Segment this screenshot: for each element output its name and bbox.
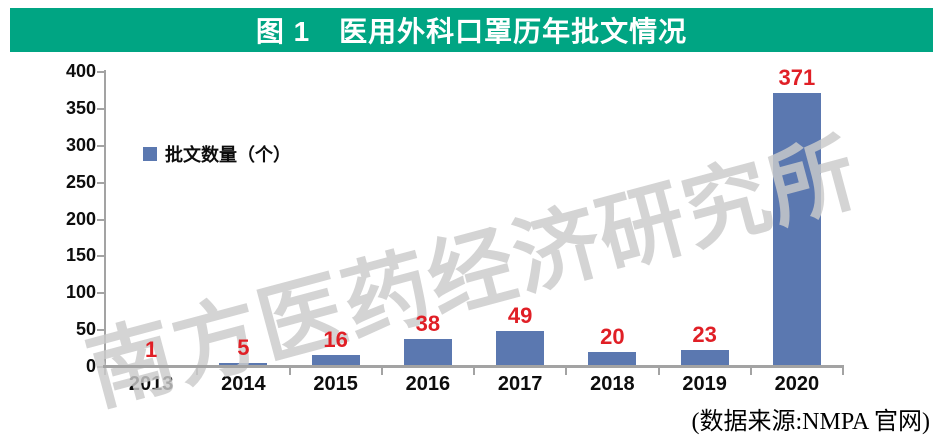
y-axis-tick-label: 100 xyxy=(65,282,96,303)
y-axis-tick xyxy=(97,181,104,184)
y-axis-tick-label: 200 xyxy=(65,208,96,229)
x-axis-tick xyxy=(657,368,660,375)
y-axis-tick xyxy=(97,107,104,110)
x-axis-label-2018: 2018 xyxy=(590,373,635,395)
y-axis-tick-label: 350 xyxy=(65,97,96,118)
bar-value-label-2013: 1 xyxy=(145,337,158,362)
x-axis-label-2013: 2013 xyxy=(128,373,174,395)
figure-title: 图 1 医用外科口罩历年批文情况 xyxy=(255,16,688,47)
bar-value-label-2019: 23 xyxy=(692,322,717,348)
x-axis-label-2020: 2020 xyxy=(774,373,820,395)
x-axis-tick xyxy=(473,368,475,375)
bar-value-label-2014: 5 xyxy=(237,335,250,361)
x-axis-tick xyxy=(288,368,291,375)
x-axis-line xyxy=(103,365,844,368)
legend-swatch xyxy=(143,147,157,161)
legend: 批文数量（个） xyxy=(143,141,291,167)
x-axis-label-2014: 2014 xyxy=(221,373,266,395)
x-axis-tick xyxy=(380,368,383,375)
figure-title-bar: 图 1 医用外科口罩历年批文情况 xyxy=(10,8,933,52)
y-axis-tick-label: 400 xyxy=(65,61,96,81)
x-axis-label-2017: 2017 xyxy=(497,373,543,395)
x-axis-tick xyxy=(842,368,844,375)
bar-value-label-2017: 49 xyxy=(507,302,533,328)
y-axis-tick xyxy=(97,329,104,332)
y-axis-tick-label: 250 xyxy=(65,171,96,192)
bar-value-label-2020: 371 xyxy=(778,65,816,91)
y-axis-tick-label: 50 xyxy=(75,319,96,340)
x-axis-label-2016: 2016 xyxy=(405,373,451,395)
y-axis-tick xyxy=(97,218,104,221)
y-axis-tick xyxy=(97,366,104,368)
bar-value-label-2015: 16 xyxy=(323,327,348,353)
x-axis-label-2015: 2015 xyxy=(313,373,358,395)
x-axis-tick xyxy=(104,368,106,375)
x-axis-tick xyxy=(196,368,199,375)
bar-2020[interactable] xyxy=(772,93,821,367)
bar-value-label-2016: 38 xyxy=(415,310,441,336)
y-axis-line xyxy=(104,70,106,368)
y-axis-tick-label: 300 xyxy=(65,134,96,155)
x-axis-tick xyxy=(749,368,752,375)
bar-2015[interactable] xyxy=(311,355,360,367)
bar-2018[interactable] xyxy=(588,352,637,367)
y-axis-tick-label: 150 xyxy=(65,245,96,266)
x-axis-label-2019: 2019 xyxy=(682,373,727,395)
bar-2016[interactable] xyxy=(403,338,452,367)
bar-value-label-2018: 20 xyxy=(600,324,625,350)
bar-2019[interactable] xyxy=(680,350,729,367)
y-axis-tick xyxy=(97,144,104,147)
legend-label: 批文数量（个） xyxy=(165,145,291,165)
x-axis-tick xyxy=(565,368,568,375)
y-axis-tick-label: 0 xyxy=(85,356,96,376)
bar-2017[interactable] xyxy=(496,330,545,367)
y-axis-tick xyxy=(97,255,104,258)
source-note: (数据来源:NMPA 官网) xyxy=(691,409,930,435)
y-axis-tick xyxy=(97,71,104,73)
y-axis-tick xyxy=(97,292,104,295)
